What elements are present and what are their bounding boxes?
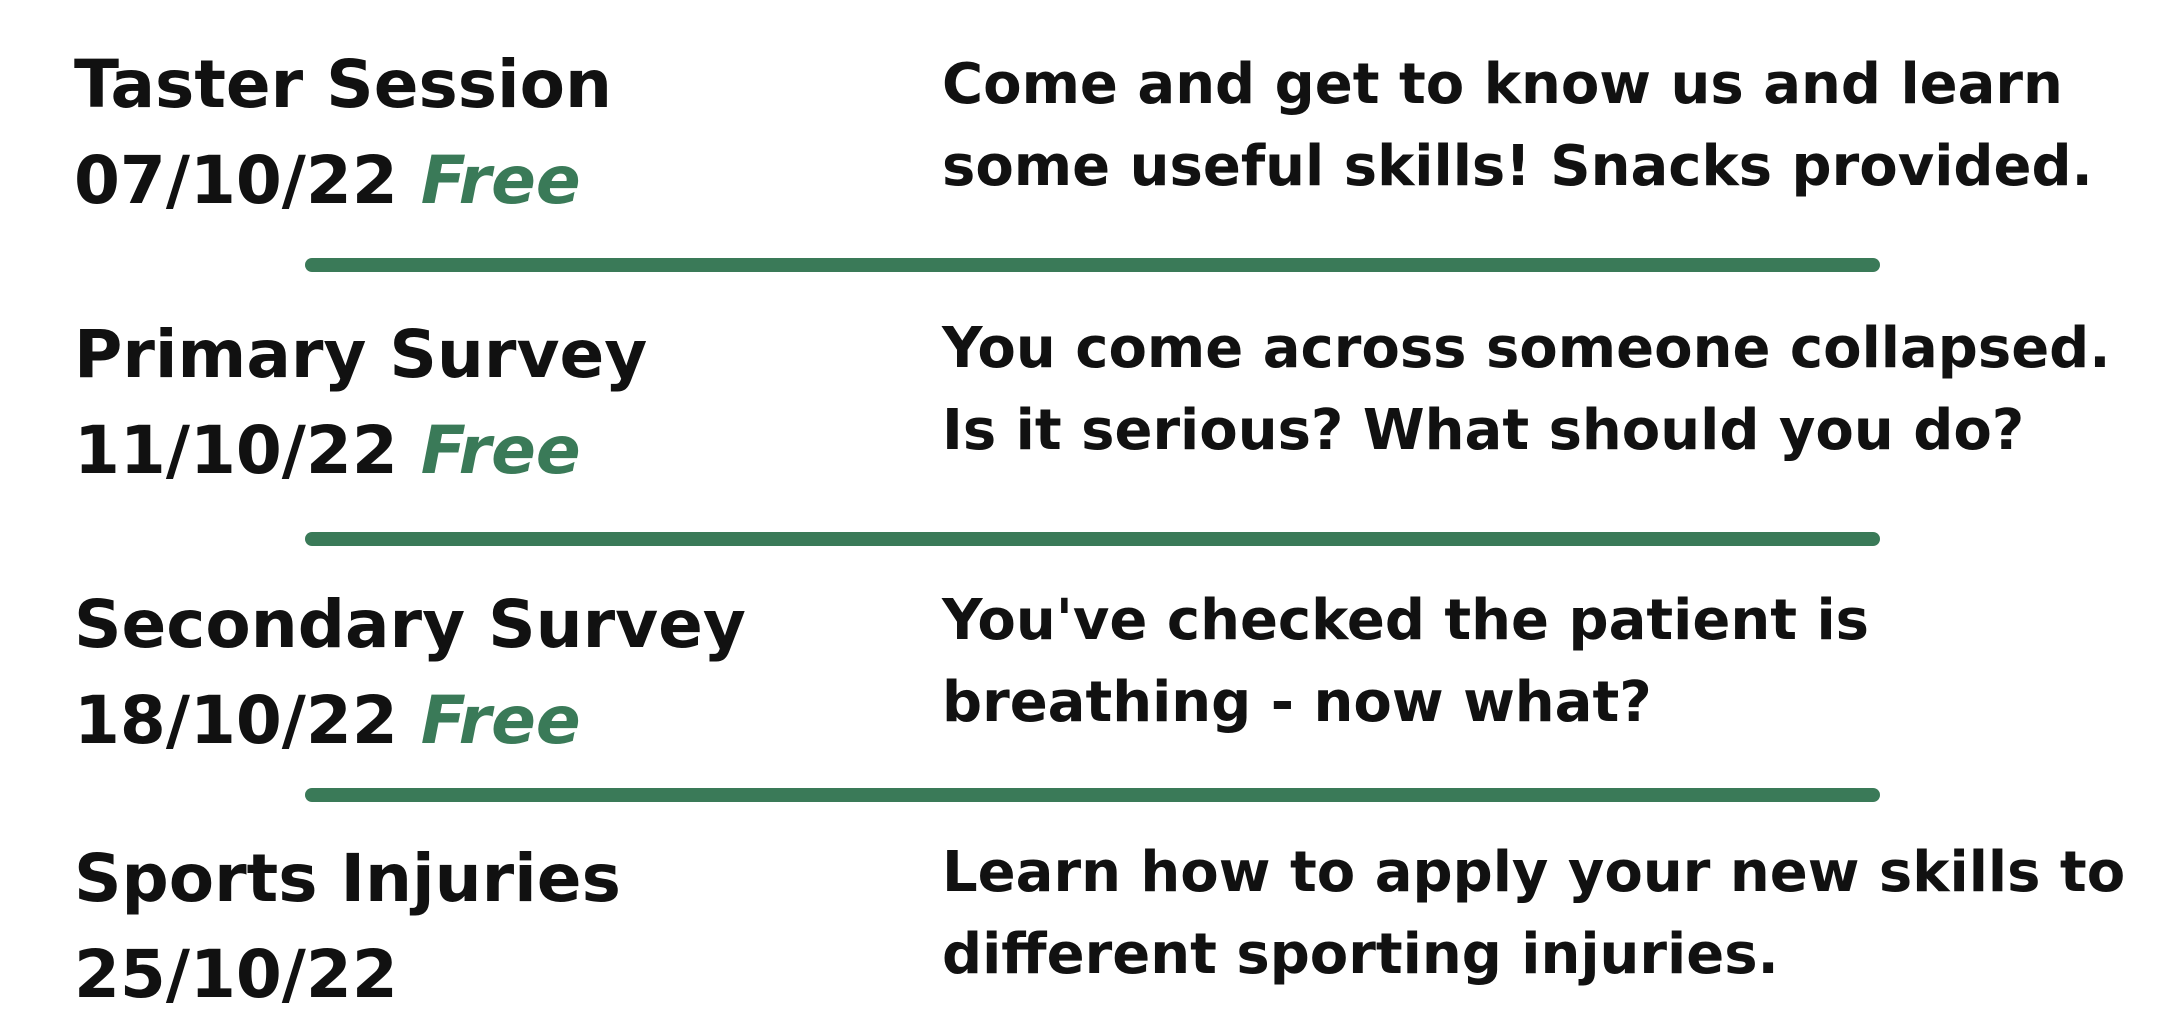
session-date-line: 25/10/22: [74, 942, 398, 1008]
session-title: Taster Session: [74, 46, 612, 123]
session-description: You've checked the patient is breathing …: [942, 588, 1870, 735]
session-price: Free: [420, 412, 581, 489]
session-title: Sports Injuries: [74, 840, 621, 917]
session-price: Free: [420, 142, 581, 219]
session-date: 11/10/22: [74, 412, 398, 489]
divider: [305, 532, 1880, 546]
session-date: 18/10/22: [74, 682, 398, 759]
session-title: Secondary Survey: [74, 586, 746, 663]
session-date-line: 18/10/22 Free: [74, 688, 581, 754]
divider: [305, 788, 1880, 802]
session-price: Free: [420, 682, 581, 759]
session-description: Come and get to know us and learn some u…: [942, 52, 2093, 199]
session-description: You come across someone collapsed. Is it…: [942, 316, 2111, 463]
session-title: Primary Survey: [74, 316, 648, 393]
session-date-line: 07/10/22 Free: [74, 148, 581, 214]
session-date: 25/10/22: [74, 936, 398, 1013]
session-description: Learn how to apply your new skills to di…: [942, 840, 2126, 987]
session-date: 07/10/22: [74, 142, 398, 219]
session-date-line: 11/10/22 Free: [74, 418, 581, 484]
divider: [305, 258, 1880, 272]
